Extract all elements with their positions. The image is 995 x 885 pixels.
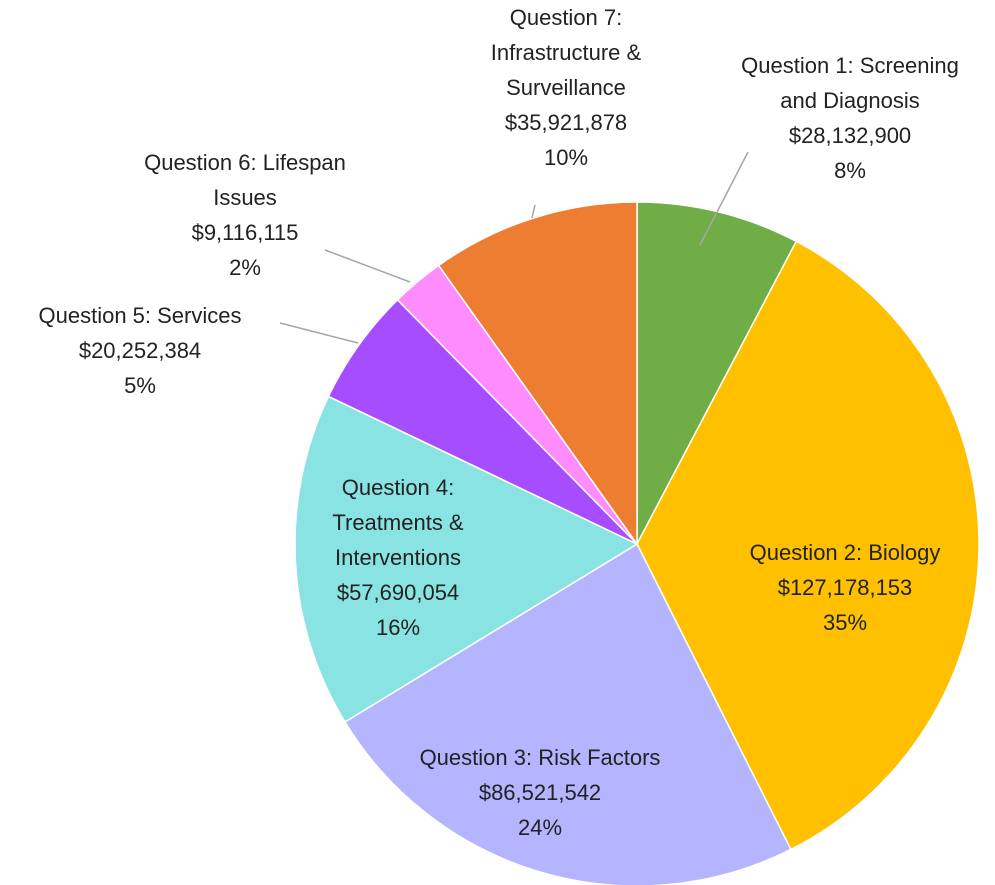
value-label: $28,132,900 [788,123,912,148]
pie-slice [294,395,639,724]
percent-label: 35% [822,610,868,635]
value-label: $57,690,054 [336,580,460,605]
value-label: $86,521,542 [478,780,602,805]
value-label: $9,116,115 [191,220,299,245]
slices [294,201,980,885]
category-label: Question 1: Screening and Diagnosis [741,53,959,113]
data-label: Question 1: Screening and Diagnosis $28,1… [725,48,975,188]
category-label: Question 5: Services [38,303,242,328]
data-label: Question 7: Infrastructure & Surveillanc… [471,0,661,175]
percent-label: 24% [517,815,563,840]
leader-line [279,322,359,344]
category-label: Question 4: Treatments & Interventions [332,475,464,570]
category-label: Question 6: Lifespan Issues [144,150,346,210]
percent-label: 8% [834,158,866,183]
leader-line [699,151,749,246]
leader-line [324,249,411,283]
percent-label: 10% [543,145,589,170]
data-label: Question 2: Biology $127,178,153 35% [700,535,990,640]
leader-line [531,204,536,219]
value-label: $127,178,153 [777,575,913,600]
category-label: Question 3: Risk Factors [419,745,661,770]
data-label: Question 4: Treatments & Interventions $5… [313,470,483,645]
percent-label: 2% [229,255,261,280]
value-label: $20,252,384 [78,338,202,363]
data-label: Question 6: Lifespan Issues $9,116,115 2% [130,145,360,285]
pie-slice [636,240,980,851]
category-label: Question 2: Biology [749,540,941,565]
data-label: Question 5: Services $20,252,384 5% [0,298,290,403]
percent-label: 16% [375,615,421,640]
pie-slice [437,201,638,547]
percent-label: 5% [124,373,156,398]
data-label: Question 3: Risk Factors $86,521,542 24% [380,740,700,845]
pie-slice [343,542,792,885]
pie-slice [636,201,798,545]
value-label: $35,921,878 [504,110,628,135]
category-label: Question 7: Infrastructure & Surveillanc… [490,5,642,100]
